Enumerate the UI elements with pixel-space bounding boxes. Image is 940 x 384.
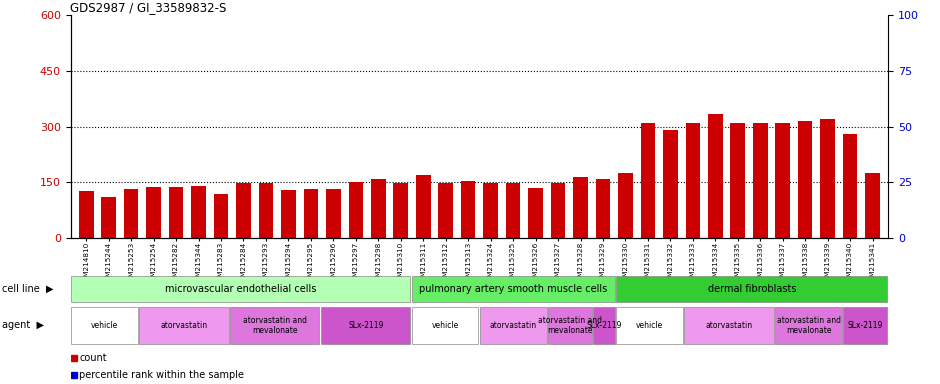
Bar [438,183,453,238]
Text: agent  ▶: agent ▶ [2,320,44,331]
Bar [798,121,812,238]
Text: SLx-2119: SLx-2119 [587,321,622,330]
Text: count: count [80,353,107,363]
Bar [479,307,547,344]
Bar [506,183,521,238]
Text: atorvastatin and
mevalonate: atorvastatin and mevalonate [776,316,840,335]
Bar [821,119,835,238]
Text: dermal fibroblasts: dermal fibroblasts [708,284,796,294]
Text: cell line  ▶: cell line ▶ [2,284,54,294]
Bar [169,187,183,238]
Bar [461,180,476,238]
Bar [548,307,592,344]
Bar [483,183,498,238]
Bar [258,183,274,238]
Bar [191,186,206,238]
Text: vehicle: vehicle [636,321,664,330]
Bar [573,177,588,238]
Bar [776,307,842,344]
Bar [663,131,678,238]
Bar [415,175,431,238]
Text: atorvastatin: atorvastatin [706,321,753,330]
Bar [371,179,385,238]
Text: atorvastatin and
mevalonate: atorvastatin and mevalonate [539,316,603,335]
Text: vehicle: vehicle [431,321,459,330]
Bar [708,114,723,238]
Bar [213,194,228,238]
Text: microvascular endothelial cells: microvascular endothelial cells [165,284,317,294]
Bar [304,189,319,238]
Bar [616,307,683,344]
Bar [79,190,93,238]
Text: SLx-2119: SLx-2119 [848,321,884,330]
Text: SLx-2119: SLx-2119 [348,321,384,330]
Bar [394,183,408,238]
Bar [866,173,880,238]
Bar [843,307,887,344]
Bar [528,188,543,238]
Text: GDS2987 / GI_33589832-S: GDS2987 / GI_33589832-S [70,1,227,14]
Bar [124,189,138,238]
Bar [139,307,228,344]
Bar [776,123,790,238]
Bar [843,134,857,238]
Text: percentile rank within the sample: percentile rank within the sample [80,370,244,380]
Bar [147,187,161,238]
Text: atorvastatin: atorvastatin [490,321,537,330]
Bar [412,276,615,302]
Bar [321,307,411,344]
Bar [236,183,251,238]
Bar [730,123,745,238]
Bar [619,173,633,238]
Bar [616,276,887,302]
Text: atorvastatin and
mevalonate: atorvastatin and mevalonate [243,316,307,335]
Bar [640,123,655,238]
Bar [281,190,296,238]
Bar [753,123,768,238]
Bar [349,182,363,238]
Text: pulmonary artery smooth muscle cells: pulmonary artery smooth muscle cells [419,284,607,294]
Bar [685,123,700,238]
Bar [230,307,320,344]
Bar [70,276,411,302]
Bar [412,307,478,344]
Bar [102,197,116,238]
Bar [596,179,610,238]
Text: vehicle: vehicle [91,321,118,330]
Bar [70,307,138,344]
Bar [326,189,340,238]
Bar [551,183,565,238]
Bar [593,307,615,344]
Bar [684,307,774,344]
Text: atorvastatin: atorvastatin [161,321,208,330]
